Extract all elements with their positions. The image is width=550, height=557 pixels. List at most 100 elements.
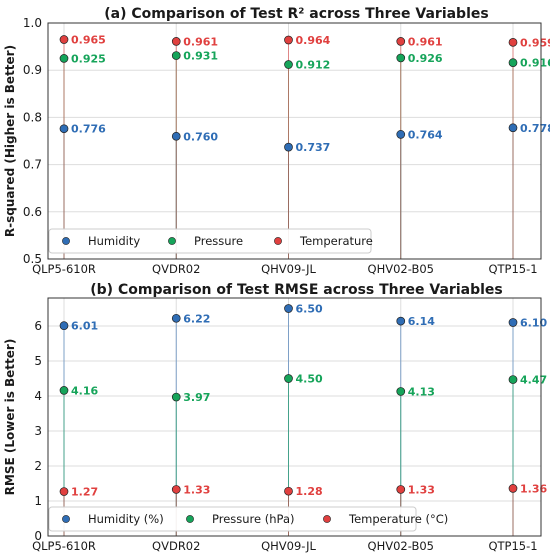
- legend-box: [48, 228, 372, 254]
- point-humidity: [59, 321, 69, 330]
- y-tick-label: 0: [34, 529, 42, 543]
- y-tick-label: 1.0: [23, 16, 42, 30]
- data-label-humidity: 6.01: [71, 320, 98, 333]
- data-label-pressure: 0.925: [71, 52, 106, 65]
- legend-label-temperature: Temperature (°C): [348, 512, 448, 526]
- data-label-humidity: 6.50: [296, 303, 323, 316]
- x-tick-label: QHV02-B05: [368, 262, 434, 276]
- legend-marker-humidity: [62, 237, 70, 245]
- data-label-pressure: 4.50: [296, 373, 323, 386]
- data-label-humidity: 0.764: [408, 128, 443, 141]
- point-temperature: [284, 35, 293, 45]
- legend-label-pressure: Pressure (hPa): [212, 512, 295, 526]
- y-tick-label: 3: [34, 424, 42, 438]
- data-label-temperature: 0.959: [520, 36, 550, 49]
- x-tick-label: QTP15-1: [488, 262, 537, 276]
- point-temperature: [508, 484, 518, 493]
- data-label-temperature: 1.27: [71, 486, 98, 499]
- x-tick-label: QVDR02: [152, 262, 200, 276]
- plot-frame: [47, 297, 542, 537]
- x-tick-label: QHV02-B05: [368, 539, 434, 553]
- point-pressure: [396, 387, 406, 396]
- data-label-temperature: 1.36: [520, 482, 547, 495]
- y-tick-label: 0.6: [23, 205, 42, 219]
- data-label-temperature: 1.33: [183, 483, 210, 496]
- y-tick-label: 6: [34, 319, 42, 333]
- legend-label-humidity: Humidity: [88, 234, 140, 248]
- y-tick-label: 5: [34, 354, 42, 368]
- data-label-humidity: 6.10: [520, 317, 547, 330]
- data-label-pressure: 0.931: [183, 50, 218, 63]
- legend-marker-temperature: [274, 237, 282, 245]
- x-tick-label: QVDR02: [152, 539, 200, 553]
- y-tick-label: 0.8: [23, 110, 42, 124]
- point-humidity: [284, 142, 293, 152]
- point-humidity: [171, 131, 181, 141]
- panel-r-squared: (a) Comparison of Test R² across Three V…: [3, 6, 550, 276]
- x-tick-label: QLP5-610R: [32, 262, 96, 276]
- data-label-pressure: 4.16: [71, 384, 98, 397]
- legend-marker-pressure: [168, 237, 176, 245]
- point-temperature: [508, 38, 518, 47]
- x-tick-label: QHV09-JL: [261, 262, 316, 276]
- point-temperature: [171, 485, 181, 494]
- point-temperature: [284, 486, 293, 496]
- data-label-pressure: 4.47: [520, 374, 547, 387]
- legend-label-pressure: Pressure: [194, 234, 243, 248]
- chart-title: (b) Comparison of Test RMSE across Three…: [90, 282, 502, 298]
- x-tick-label: QHV09-JL: [261, 539, 316, 553]
- point-pressure: [59, 54, 69, 63]
- y-tick-label: 0.5: [23, 252, 42, 266]
- point-pressure: [171, 392, 181, 402]
- point-temperature: [59, 487, 69, 496]
- point-pressure: [171, 51, 181, 60]
- data-label-pressure: 0.926: [408, 52, 443, 65]
- legend-label-humidity: Humidity (%): [88, 512, 164, 526]
- point-humidity: [59, 124, 69, 134]
- point-pressure: [508, 375, 518, 384]
- point-temperature: [171, 37, 181, 46]
- point-pressure: [508, 58, 518, 67]
- y-tick-label: 4: [34, 389, 42, 403]
- point-humidity: [171, 313, 181, 323]
- point-pressure: [396, 53, 406, 63]
- y-axis-label: RMSE (Lower is Better): [3, 339, 17, 496]
- legend-box: [48, 506, 417, 532]
- point-pressure: [284, 60, 293, 69]
- y-tick-label: 2: [34, 459, 42, 473]
- legend-label-temperature: Temperature: [299, 234, 373, 248]
- legend: Humidity Pressure Temperature: [48, 228, 373, 254]
- data-label-temperature: 0.961: [183, 35, 218, 48]
- point-temperature: [396, 37, 406, 46]
- plot-frame: [47, 22, 542, 260]
- legend-marker-pressure: [186, 515, 194, 523]
- point-humidity: [396, 316, 406, 326]
- y-tick-label: 1: [34, 494, 42, 508]
- y-axis-label: R-squared (Higher is Better): [3, 45, 17, 237]
- data-label-humidity: 0.776: [71, 123, 106, 136]
- data-label-pressure: 4.13: [408, 385, 435, 398]
- data-label-humidity: 6.14: [408, 315, 435, 328]
- data-label-humidity: 0.760: [183, 130, 218, 143]
- data-label-humidity: 0.778: [520, 122, 550, 135]
- y-tick-label: 0.7: [23, 158, 42, 172]
- data-label-temperature: 1.28: [296, 485, 323, 498]
- data-label-temperature: 0.961: [408, 35, 443, 48]
- x-tick-label: QLP5-610R: [32, 539, 96, 553]
- chart-title: (a) Comparison of Test R² across Three V…: [104, 6, 488, 22]
- point-pressure: [59, 386, 69, 395]
- point-temperature: [59, 35, 69, 44]
- legend: Humidity (%) Pressure (hPa) Temperature (°…: [48, 506, 448, 532]
- point-humidity: [396, 130, 406, 139]
- legend-marker-humidity: [62, 515, 70, 523]
- data-label-humidity: 0.737: [296, 141, 331, 154]
- y-tick-label: 0.9: [23, 63, 42, 77]
- point-pressure: [284, 374, 293, 383]
- point-humidity: [284, 304, 293, 313]
- legend-marker-temperature: [323, 515, 331, 523]
- data-label-pressure: 0.916: [520, 57, 550, 70]
- data-label-temperature: 1.33: [408, 483, 435, 496]
- panel-rmse: (b) Comparison of Test RMSE across Three…: [3, 282, 547, 553]
- point-humidity: [508, 123, 518, 133]
